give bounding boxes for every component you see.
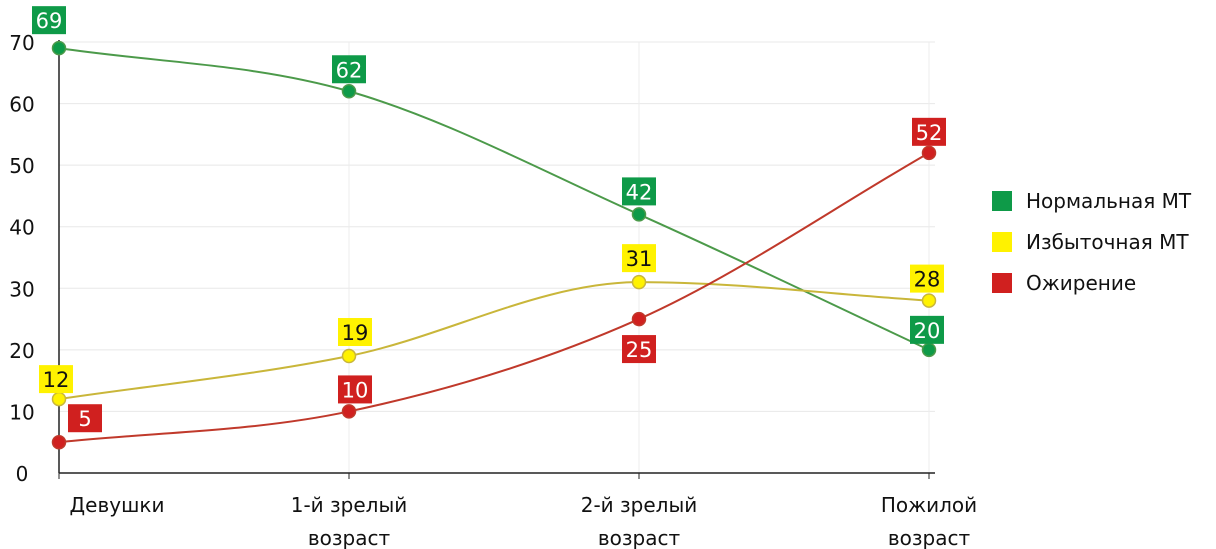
x-tick-label-line: 2-й зрелый: [581, 493, 698, 517]
data-label-obesity-0: 5: [68, 404, 102, 433]
data-point-normal-2: [631, 207, 647, 222]
x-tick-label-line: возраст: [888, 526, 971, 549]
series-line-overweight: [58, 281, 930, 401]
legend-label-normal: Нормальная МТ: [1026, 188, 1192, 213]
data-point-normal-0: [51, 40, 67, 56]
legend-label-overweight: Избыточная МТ: [1026, 229, 1189, 254]
data-label-box-normal-3: [910, 315, 944, 344]
legend-item-obesity: Ожирение: [992, 270, 1191, 295]
legend-swatch-normal: [992, 190, 1012, 211]
data-label-text-overweight-2: 31: [626, 247, 653, 271]
data-label-text-overweight-0: 12: [43, 368, 70, 392]
data-point-normal-3: [921, 342, 937, 358]
y-tick-label-30: 30: [9, 277, 34, 301]
data-label-box-overweight-3: [910, 264, 944, 293]
data-label-overweight-1: 19: [338, 318, 372, 347]
data-label-normal-1: 62: [332, 55, 366, 84]
x-tick-label-3: Пожилой возраст: [881, 493, 977, 549]
y-tick-label-40: 40: [9, 216, 34, 240]
data-label-text-overweight-1: 19: [342, 321, 369, 345]
data-label-box-obesity-1: [338, 375, 372, 404]
data-point-obesity-2: [631, 311, 647, 327]
x-tick-label-line: 1-й зрелый: [291, 493, 408, 517]
data-label-box-normal-1: [332, 55, 366, 84]
y-tick-label-0: 0: [16, 462, 29, 486]
data-label-obesity-1: 10: [338, 375, 372, 404]
data-point-overweight-3: [921, 293, 937, 308]
data-label-box-overweight-2: [622, 244, 656, 273]
data-label-text-overweight-3: 28: [914, 268, 941, 292]
legend-item-normal: Нормальная МТ: [992, 188, 1192, 213]
x-tick-label-line: возраст: [308, 526, 391, 549]
data-point-overweight-1: [341, 348, 357, 364]
data-label-overweight-2: 31: [622, 244, 656, 273]
data-point-obesity-0: [51, 434, 67, 450]
legend-item-overweight: Избыточная МТ: [992, 229, 1191, 254]
data-point-normal-1: [341, 84, 357, 99]
data-label-overweight-3: 28: [910, 264, 944, 293]
x-tick-label-line: возраст: [598, 526, 681, 549]
data-label-text-normal-0: 69: [36, 9, 63, 33]
data-label-normal-2: 42: [622, 177, 656, 206]
data-label-text-obesity-0: 5: [78, 407, 91, 431]
data-point-overweight-0: [51, 391, 67, 407]
legend-label-obesity: Ожирение: [1026, 270, 1137, 295]
y-tick-label-60: 60: [9, 93, 34, 117]
x-tick-label-2: 2-й зрелый возраст: [581, 493, 698, 549]
data-label-box-overweight-0: [39, 365, 73, 394]
data-label-text-normal-1: 62: [336, 58, 363, 82]
data-label-normal-0: 69: [32, 6, 66, 35]
y-tick-label-20: 20: [9, 339, 34, 363]
x-tick-label-line: Пожилой: [881, 493, 977, 517]
y-tick-label-50: 50: [9, 154, 34, 178]
data-label-obesity-3: 52: [912, 117, 946, 146]
data-point-obesity-3: [921, 145, 937, 161]
data-label-text-obesity-2: 25: [626, 338, 653, 362]
series-line-obesity: [58, 151, 930, 444]
data-label-obesity-2: 25: [622, 335, 656, 364]
y-tick-label-70: 70: [9, 31, 34, 55]
data-point-overweight-2: [631, 274, 647, 290]
data-label-box-normal-2: [622, 177, 656, 206]
data-label-text-normal-3: 20: [914, 319, 941, 343]
data-point-obesity-1: [341, 404, 357, 419]
data-label-box-normal-0: [32, 6, 66, 35]
x-tick-label-1: 1-й зрелый возраст: [291, 493, 408, 549]
legend-swatch-obesity: [992, 272, 1012, 293]
data-label-box-overweight-1: [338, 318, 372, 347]
data-label-box-obesity-3: [912, 117, 946, 146]
x-tick-label-0: Девушки: [70, 493, 165, 517]
data-label-text-obesity-3: 52: [916, 121, 943, 145]
legend: Нормальная МТ Избыточная МТ Ожирение: [992, 188, 1192, 313]
y-tick-label-10: 10: [9, 400, 34, 424]
legend-swatch-overweight: [992, 231, 1012, 252]
data-label-normal-3: 20: [910, 315, 944, 344]
data-label-box-obesity-2: [622, 335, 656, 364]
series-line-normal: [58, 47, 930, 351]
data-label-box-obesity-0: [68, 404, 102, 433]
data-label-text-obesity-1: 10: [342, 378, 369, 402]
data-label-text-normal-2: 42: [626, 180, 653, 204]
data-label-overweight-0: 12: [39, 365, 73, 394]
x-tick-label-line: Девушки: [70, 493, 165, 517]
